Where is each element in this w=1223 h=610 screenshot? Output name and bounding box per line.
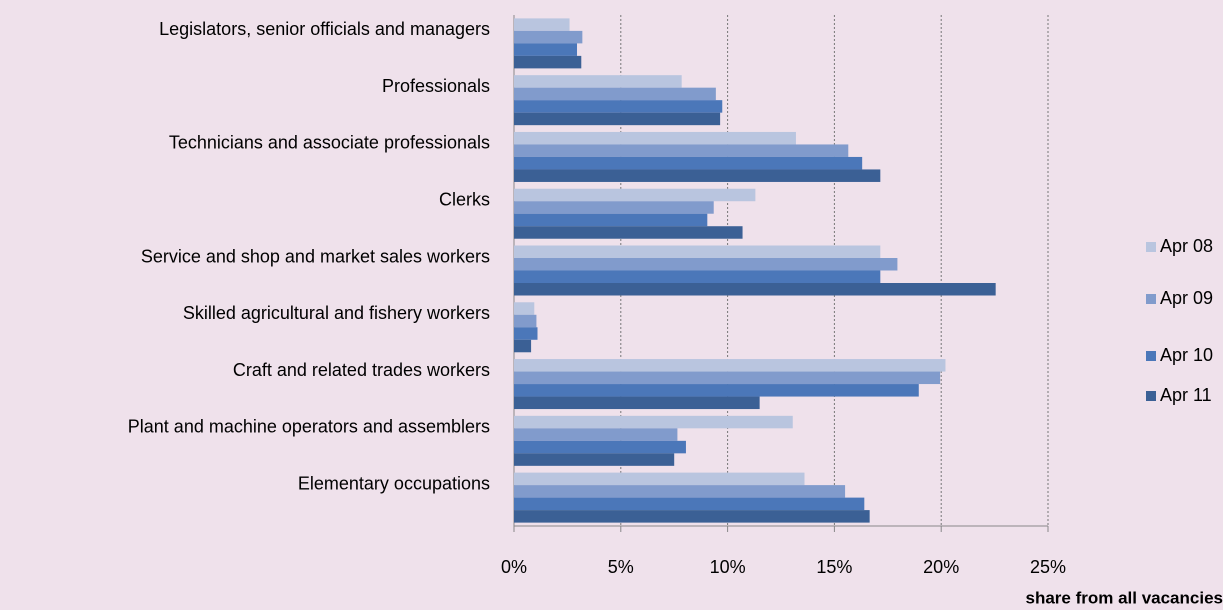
bar	[514, 87, 716, 101]
legend-label: Apr 08	[1160, 236, 1213, 256]
bar	[514, 270, 881, 283]
x-tick-label: 5%	[608, 557, 634, 577]
bar	[514, 258, 898, 271]
y-tick-label: Technicians and associate professionals	[169, 133, 490, 153]
bar	[514, 144, 849, 157]
legend-label: Apr 10	[1160, 345, 1213, 365]
bar	[514, 497, 865, 511]
bar	[514, 188, 756, 202]
bar	[514, 453, 675, 466]
legend-label: Apr 11	[1160, 385, 1212, 405]
bar	[514, 396, 760, 410]
bar	[514, 226, 743, 239]
bar	[514, 201, 714, 214]
bar	[514, 283, 996, 296]
bar	[514, 169, 881, 182]
bar	[514, 440, 686, 454]
bar	[514, 510, 870, 523]
x-tick-label: 0%	[501, 557, 527, 577]
x-axis-label: share from all vacancies	[1025, 588, 1223, 607]
bar	[514, 415, 793, 429]
bar	[514, 485, 846, 498]
bar	[514, 112, 721, 126]
y-tick-label: Professionals	[382, 76, 490, 96]
legend-label: Apr 09	[1160, 288, 1213, 308]
bar	[514, 327, 538, 340]
bar	[514, 43, 578, 56]
bar	[514, 18, 570, 31]
legend-swatch	[1146, 351, 1156, 361]
bar	[514, 428, 678, 441]
y-tick-label: Service and shop and market sales worker…	[141, 246, 490, 266]
bar	[514, 156, 863, 170]
bar	[514, 384, 919, 397]
bar	[514, 55, 582, 69]
x-tick-label: 20%	[923, 557, 959, 577]
y-tick-label: Legislators, senior officials and manage…	[159, 19, 490, 39]
legend-swatch	[1146, 294, 1156, 304]
legend-swatch	[1146, 242, 1156, 252]
bar	[514, 245, 881, 258]
bar	[514, 314, 537, 328]
bar	[514, 75, 682, 88]
bar	[514, 472, 805, 486]
y-tick-label: Elementary occupations	[298, 473, 490, 493]
y-tick-label: Plant and machine operators and assemble…	[128, 417, 490, 437]
x-tick-label: 25%	[1030, 557, 1066, 577]
bar	[514, 131, 796, 145]
bar	[514, 339, 532, 353]
bar	[514, 30, 583, 44]
legend-swatch	[1146, 391, 1156, 401]
y-tick-label: Skilled agricultural and fishery workers	[183, 303, 490, 323]
bar	[514, 302, 535, 315]
y-tick-label: Clerks	[439, 189, 490, 209]
x-tick-label: 15%	[816, 557, 852, 577]
bar	[514, 100, 723, 113]
bar	[514, 359, 946, 372]
x-tick-label: 10%	[710, 557, 746, 577]
bar	[514, 213, 708, 227]
y-tick-label: Craft and related trades workers	[233, 360, 490, 380]
bar	[514, 371, 941, 385]
